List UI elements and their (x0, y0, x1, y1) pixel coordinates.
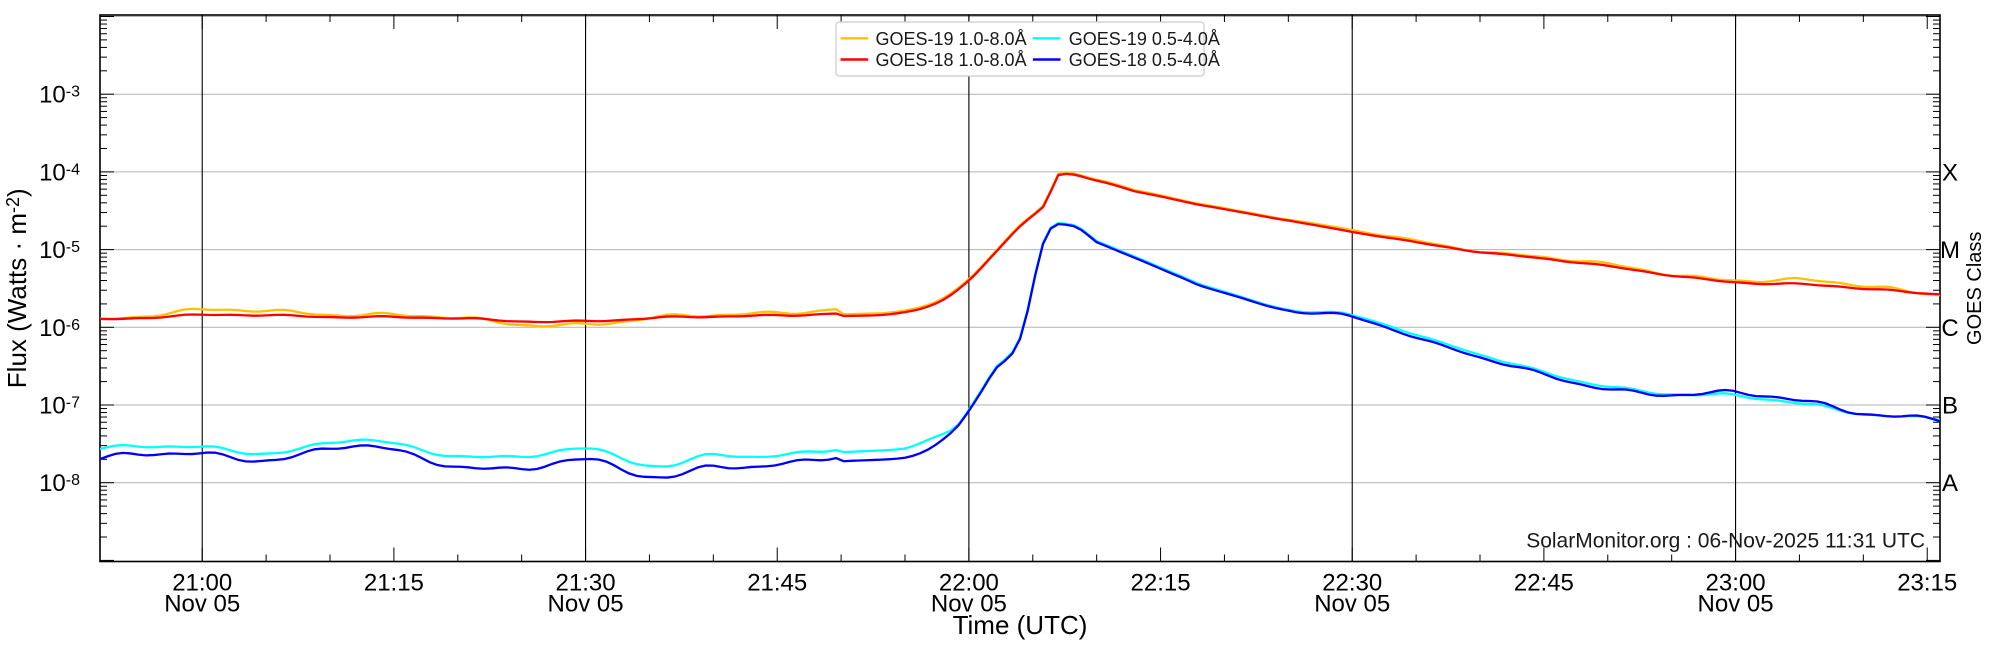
svg-text:22:15: 22:15 (1131, 570, 1191, 597)
svg-text:Nov 05: Nov 05 (164, 591, 240, 618)
svg-text:M: M (1940, 237, 1960, 264)
svg-text:Time (UTC): Time (UTC) (953, 610, 1088, 640)
svg-text:GOES-18 1.0-8.0Å: GOES-18 1.0-8.0Å (876, 50, 1027, 70)
svg-text:Flux (Watts · m-2): Flux (Watts · m-2) (2, 188, 32, 388)
svg-text:22:45: 22:45 (1514, 570, 1574, 597)
svg-text:GOES Class: GOES Class (1964, 232, 1986, 345)
svg-text:GOES-19 0.5-4.0Å: GOES-19 0.5-4.0Å (1069, 29, 1220, 49)
svg-text:B: B (1942, 393, 1958, 420)
svg-text:GOES-19 1.0-8.0Å: GOES-19 1.0-8.0Å (876, 29, 1027, 49)
svg-text:23:15: 23:15 (1897, 570, 1957, 597)
svg-text:GOES-18 0.5-4.0Å: GOES-18 0.5-4.0Å (1069, 50, 1220, 70)
svg-text:C: C (1941, 315, 1958, 342)
svg-text:A: A (1942, 470, 1958, 497)
svg-text:21:45: 21:45 (747, 570, 807, 597)
svg-text:Nov 05: Nov 05 (1698, 591, 1774, 618)
svg-text:SolarMonitor.org : 06-Nov-2025: SolarMonitor.org : 06-Nov-2025 11:31 UTC (1526, 530, 1925, 553)
svg-text:X: X (1942, 159, 1958, 186)
svg-text:Nov 05: Nov 05 (548, 591, 624, 618)
svg-text:Nov 05: Nov 05 (1314, 591, 1390, 618)
svg-text:21:15: 21:15 (364, 570, 424, 597)
